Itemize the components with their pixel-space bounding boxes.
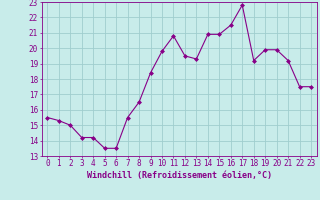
X-axis label: Windchill (Refroidissement éolien,°C): Windchill (Refroidissement éolien,°C) — [87, 171, 272, 180]
